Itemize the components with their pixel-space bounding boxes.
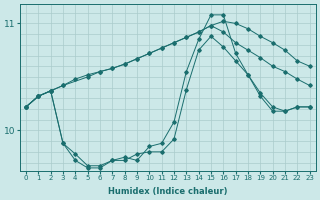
X-axis label: Humidex (Indice chaleur): Humidex (Indice chaleur) [108,187,228,196]
